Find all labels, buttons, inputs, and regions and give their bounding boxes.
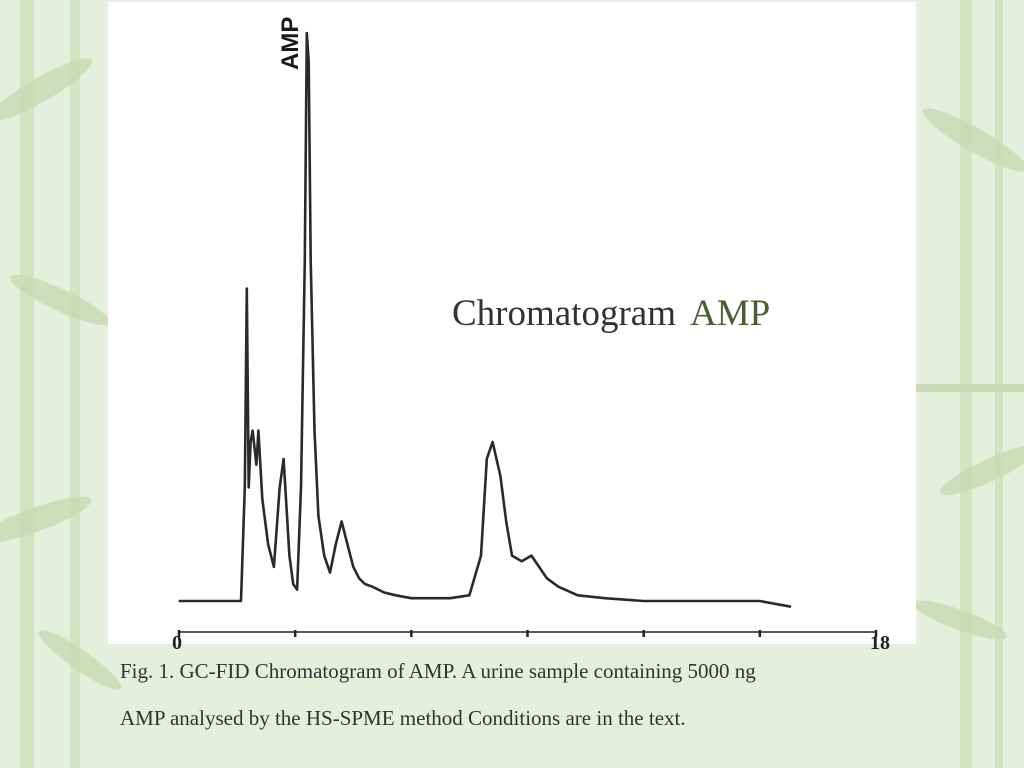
trace-point [273, 566, 275, 568]
trace-point [292, 583, 294, 585]
trace-point [352, 566, 354, 568]
trace-point [178, 600, 180, 602]
trace-point [310, 259, 312, 261]
trace-point [304, 259, 306, 261]
trace-point [511, 554, 513, 557]
trace-point [329, 572, 331, 574]
trace-point [364, 583, 366, 585]
trace-point [250, 441, 252, 443]
trace-point [499, 475, 501, 477]
trace-point [538, 566, 540, 568]
trace-point [217, 600, 219, 602]
trace-point [317, 515, 319, 517]
figure-caption-line-1: Fig. 1. GC-FID Chromatogram of AMP. A ur… [120, 659, 756, 683]
trace-point [546, 577, 548, 579]
trace-point [577, 594, 579, 596]
trace-point [486, 458, 488, 460]
trace-point [296, 589, 298, 591]
trace-point [395, 594, 397, 596]
trace-point [358, 577, 360, 579]
trace-point [240, 600, 242, 602]
trace-point [267, 543, 269, 545]
slide-title-accent: AMP [690, 293, 771, 334]
slide-title: Chromatogram AMP [452, 292, 770, 335]
trace-point [492, 441, 494, 443]
trace-point [410, 597, 412, 599]
trace-point [282, 458, 285, 460]
x-tick-label-start: 0 [172, 632, 182, 654]
trace-point [480, 554, 482, 557]
trace-point [521, 560, 523, 562]
x-tick-label-end: 18 [870, 632, 890, 654]
trace-point [257, 430, 259, 432]
trace-point [468, 594, 471, 596]
trace-point [255, 464, 258, 466]
trace-point [530, 554, 532, 557]
trace-point [244, 486, 246, 488]
trace-point [279, 486, 281, 488]
trace-point [643, 600, 645, 602]
trace-point [720, 600, 722, 602]
trace-point [790, 606, 792, 608]
figure-caption-line-2: AMP analysed by the HS-SPME method Condi… [120, 706, 686, 730]
trace-point [557, 586, 560, 588]
trace-point [383, 591, 385, 594]
trace-point [313, 430, 316, 432]
trace-point [246, 288, 248, 290]
trace-point [308, 60, 310, 63]
trace-point [251, 430, 254, 432]
trace-point [323, 554, 325, 557]
trace-point [288, 554, 290, 557]
trace-point [346, 543, 349, 545]
peak-label-amp: AMP [277, 17, 304, 70]
trace-point [335, 543, 337, 545]
trace-point [261, 498, 263, 500]
trace-point [604, 597, 606, 599]
trace-point [759, 600, 761, 602]
trace-point [430, 597, 432, 599]
chromatogram-trace-0 [179, 31, 792, 608]
trace-point [306, 32, 308, 34]
trace-point [300, 486, 302, 488]
trace-point [505, 520, 507, 523]
trace-point [372, 586, 374, 588]
trace-point [341, 520, 343, 523]
trace-point [681, 600, 683, 602]
slide-title-text: Chromatogram [452, 293, 677, 334]
trace-point [248, 486, 250, 488]
trace-point [449, 597, 451, 599]
